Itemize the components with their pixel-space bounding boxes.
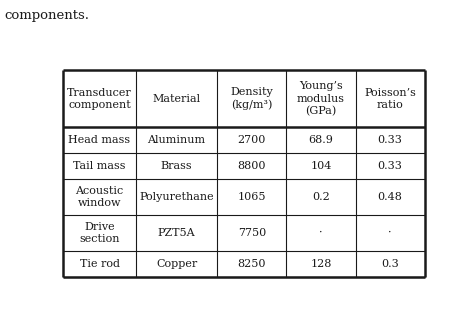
Text: 128: 128 <box>310 259 332 269</box>
Text: 8800: 8800 <box>237 161 266 171</box>
Text: 0.33: 0.33 <box>378 135 402 145</box>
Text: PZT5A: PZT5A <box>158 228 195 238</box>
Text: Head mass: Head mass <box>68 135 130 145</box>
Text: ·: · <box>388 228 392 238</box>
Text: 68.9: 68.9 <box>309 135 333 145</box>
Text: ·: · <box>319 228 323 238</box>
Text: Brass: Brass <box>161 161 192 171</box>
Text: Density
(kg/m³): Density (kg/m³) <box>230 87 273 111</box>
Text: components.: components. <box>5 9 90 22</box>
Text: 0.2: 0.2 <box>312 192 330 202</box>
Text: Drive
section: Drive section <box>79 222 120 244</box>
Text: Acoustic
window: Acoustic window <box>75 186 124 208</box>
Text: 0.33: 0.33 <box>378 161 402 171</box>
Text: 2700: 2700 <box>237 135 266 145</box>
Text: 1065: 1065 <box>237 192 266 202</box>
Text: Polyurethane: Polyurethane <box>139 192 214 202</box>
Text: Poisson’s
ratio: Poisson’s ratio <box>364 88 416 110</box>
Text: Aluminum: Aluminum <box>147 135 206 145</box>
Text: Tail mass: Tail mass <box>73 161 126 171</box>
Text: Material: Material <box>153 94 201 104</box>
Text: 7750: 7750 <box>237 228 266 238</box>
Text: Copper: Copper <box>156 259 197 269</box>
Text: Tie rod: Tie rod <box>80 259 119 269</box>
Text: Transducer
component: Transducer component <box>67 88 132 110</box>
Text: 104: 104 <box>310 161 332 171</box>
Text: Young’s
modulus
(GPa): Young’s modulus (GPa) <box>297 81 345 116</box>
Text: 0.48: 0.48 <box>378 192 402 202</box>
Text: 8250: 8250 <box>237 259 266 269</box>
Text: 0.3: 0.3 <box>381 259 399 269</box>
